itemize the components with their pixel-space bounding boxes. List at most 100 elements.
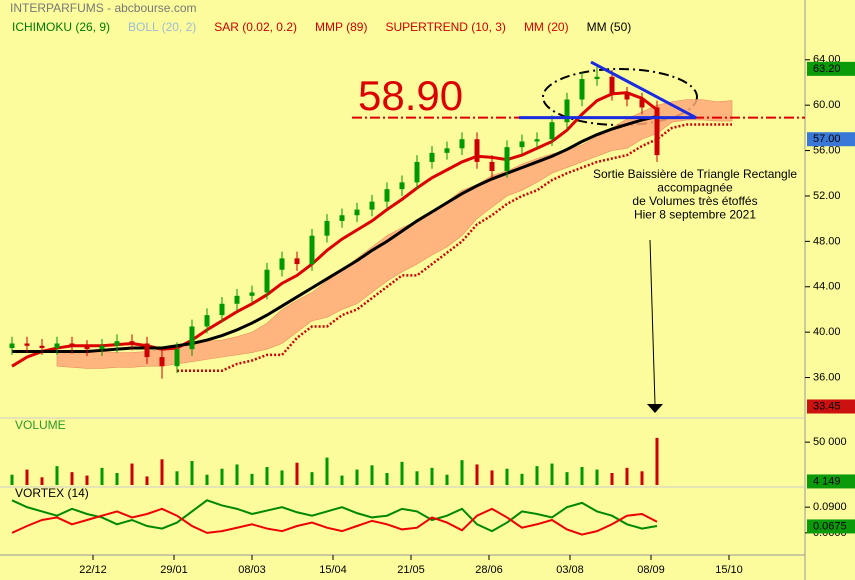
legend-entry: SAR (0.02, 0.2) [214,20,297,34]
candle-body [129,341,135,344]
volume-bar [55,466,59,485]
x-tick-label: 08/03 [238,564,266,576]
y-tick-label: 40.00 [813,326,841,338]
candle-body [204,315,210,327]
volume-bar [400,461,404,485]
y-tick-label: 50 000 [813,436,847,448]
arrow [649,239,656,405]
volume-bar [385,473,389,485]
moving-average [12,115,658,353]
volume-bar [190,461,194,485]
candle-body [429,152,435,162]
price-badge [807,474,855,489]
volume-bar [40,477,44,485]
price-badge-label: 57.00 [813,133,841,145]
candle-body [444,148,450,153]
legend-entry: MM (20) [524,20,569,34]
vortex-line [11,507,658,536]
volume-bar [280,470,284,485]
candle-body [534,139,540,142]
volume-bar [535,466,539,485]
y-tick-label: 48.00 [813,235,841,247]
level-label: 58.90 [358,72,463,119]
x-tick-label: 22/12 [79,564,107,576]
candle-body [174,349,180,367]
volume-bar [265,467,269,485]
volume-bar [250,473,254,485]
price-badge [807,61,855,76]
volume-bar [610,473,614,485]
panel-title: VOLUME [15,418,66,432]
volume-bar [580,467,584,485]
volume-bar [235,464,239,485]
candle-body [39,345,45,349]
x-tick-label: 08/09 [637,564,665,576]
candle-body [159,357,165,367]
legend-entry: MM (50) [587,20,632,34]
volume-bar [505,468,509,485]
volume-bar [160,459,164,485]
volume-bar [445,474,449,485]
supertrend-line [177,123,732,372]
ichimoku-cloud [56,99,733,369]
price-badge [807,399,855,414]
price-badge-label: 4 149 [813,475,841,487]
candle-body [519,141,525,148]
panel-title: VORTEX (14) [15,486,89,500]
volume-bar [115,473,119,485]
candle-body [84,346,90,350]
y-tick-label: 44.00 [813,281,841,293]
candle-body [249,292,255,296]
annotation-text: Hier 8 septembre 2021 [634,208,756,222]
candle-body [489,161,495,171]
legend-entry: ICHIMOKU (26, 9) [12,20,110,34]
x-tick-label: 03/08 [556,564,584,576]
candle-body [624,93,630,100]
volume-bar [370,465,374,485]
candle-body [264,269,270,293]
candle-body [144,343,150,358]
x-tick-label: 28/06 [475,564,503,576]
price-badge [807,132,855,147]
volume-bar [415,471,419,485]
arrow-head [647,404,663,413]
candle-body [309,235,315,265]
triangle-line [519,60,697,120]
volume-bar [70,472,74,485]
candle-body [654,107,660,156]
candle-body [24,343,30,346]
legend-entry: SUPERTREND (10, 3) [385,20,505,34]
candle-body [234,295,240,304]
candle-body [279,258,285,270]
volume-bar [475,464,479,485]
candle-body [339,215,345,221]
x-tick-label: 15/10 [715,564,743,576]
volume-bar [85,475,89,485]
candle-body [609,76,615,94]
candle-body [114,341,120,346]
candle-body [504,147,510,171]
y-tick-label: 36.00 [813,371,841,383]
x-tick-label: 21/05 [397,564,425,576]
volume-bar [640,471,644,485]
volume-bar [175,471,179,485]
legend: ICHIMOKU (26, 9) BOLL (20, 2) SAR (0.02, 0… [12,20,631,34]
legend-entry: BOLL (20, 2) [128,20,196,34]
candle-body [369,201,375,210]
volume-bar [220,468,224,485]
candle-body [474,139,480,162]
candle-body [54,343,60,349]
candle-body [594,76,600,80]
volume-bar [460,460,464,485]
annotation-text: de Volumes très étoffés [632,194,757,208]
vortex-line [11,499,658,533]
candle-body [579,79,585,100]
candle-body [69,343,75,347]
candle-body [384,189,390,202]
volume-bar [100,467,104,485]
volume-bar [595,469,599,485]
candle-body [639,99,645,108]
volume-bar [565,472,569,485]
